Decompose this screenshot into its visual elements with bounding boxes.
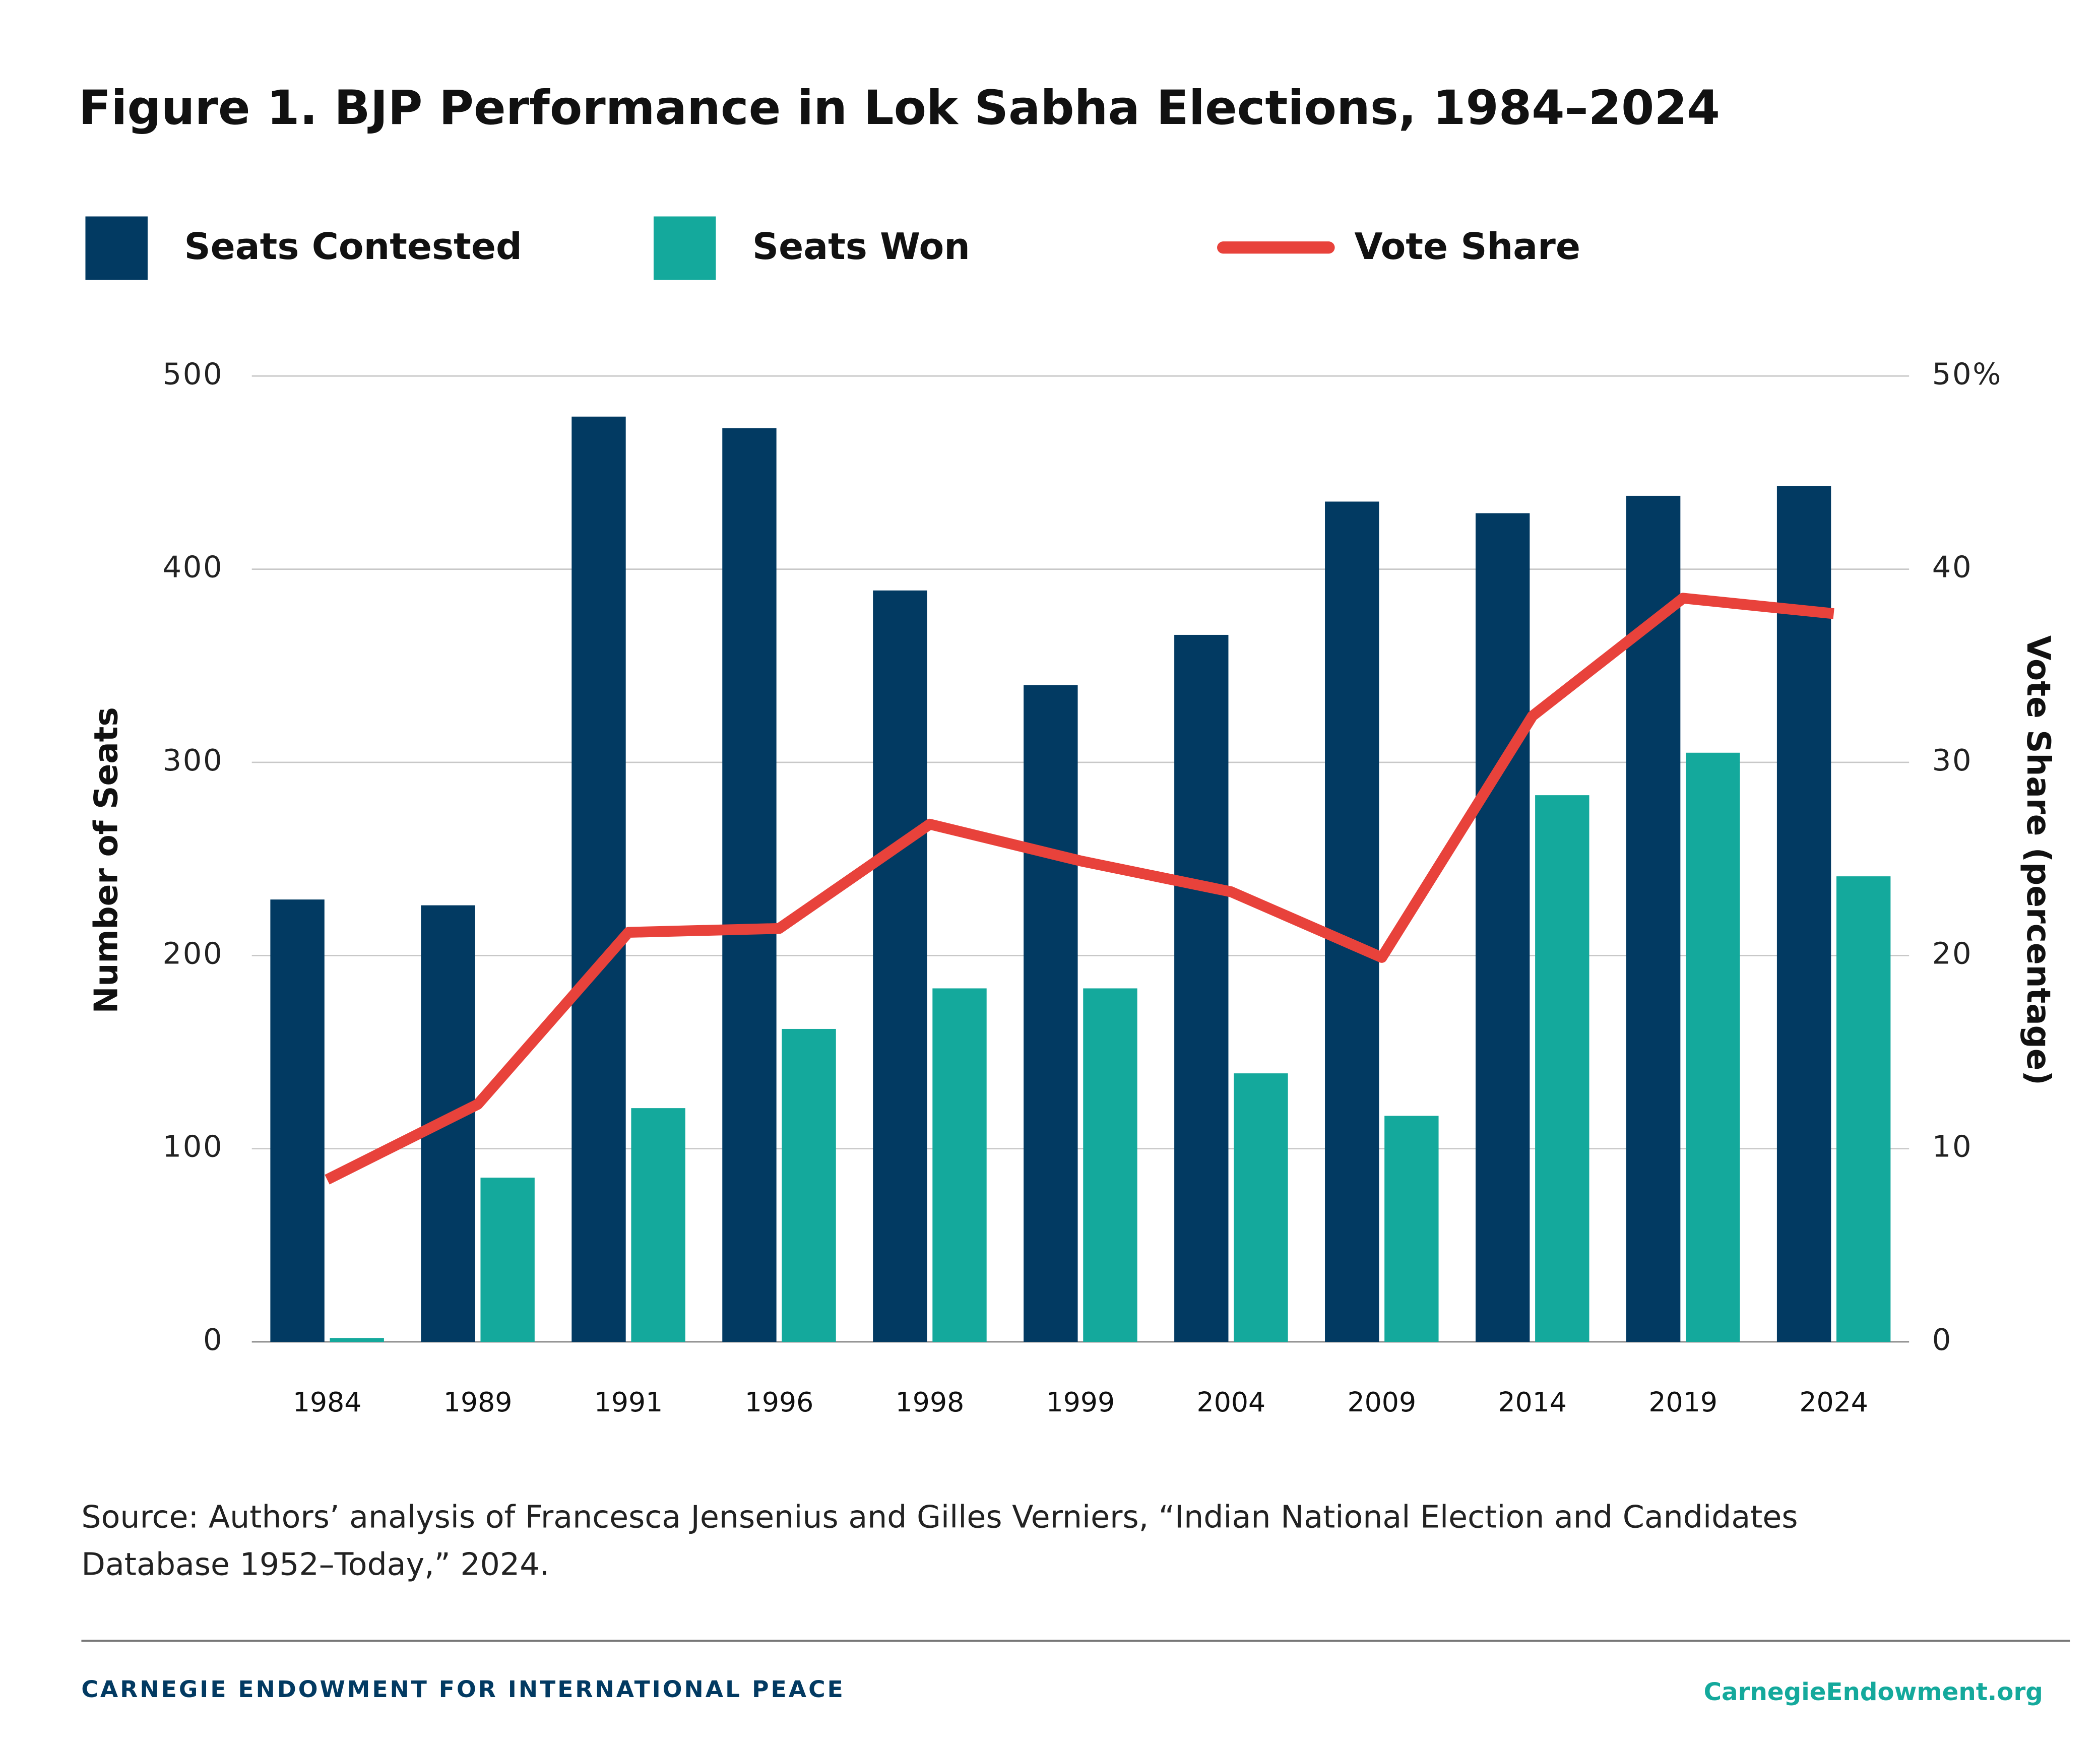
source-note: Source: Authors’ analysis of Francesca J… (81, 1499, 1798, 1583)
bar (480, 1178, 535, 1342)
y-tick-label: 300 (163, 743, 224, 778)
x-tick-label: 2014 (1498, 1386, 1567, 1418)
legend-label: Seats Won (752, 226, 970, 268)
y2-tick-label: 20 (1932, 936, 1973, 970)
y-tick-label: 200 (163, 936, 224, 970)
line-series (325, 593, 1834, 1185)
x-tick-label: 1984 (293, 1386, 362, 1418)
bar (1535, 795, 1589, 1342)
bar (1234, 1073, 1288, 1342)
bar (270, 899, 325, 1342)
y2-tick-label: 40 (1932, 550, 1973, 585)
legend-swatch (653, 216, 716, 280)
bar (1024, 685, 1078, 1342)
x-tick-label: 1991 (594, 1386, 663, 1418)
bar (1083, 988, 1137, 1342)
bar (571, 416, 626, 1342)
y-axis-title: Number of Seats (88, 707, 125, 1013)
y-tick-label: 100 (163, 1129, 224, 1164)
footer-website: CarnegieEndowment.org (1704, 1678, 2043, 1706)
x-tick-label: 1996 (745, 1386, 814, 1418)
bar (631, 1108, 685, 1342)
x-tick-label: 2004 (1197, 1386, 1266, 1418)
bar (932, 988, 987, 1342)
bar (1384, 1116, 1439, 1342)
legend-swatch (85, 216, 148, 280)
y-tick-label: 400 (163, 550, 224, 585)
bar (873, 590, 927, 1342)
bar (330, 1338, 384, 1342)
x-tick-label: 2019 (1648, 1386, 1717, 1418)
bar (722, 428, 777, 1342)
chart-title: Figure 1. BJP Performance in Lok Sabha E… (79, 81, 1720, 136)
legend-label: Seats Contested (184, 226, 522, 268)
x-tick-label: 2009 (1348, 1386, 1417, 1418)
y-tick-label: 500 (163, 356, 224, 391)
bar (1174, 634, 1229, 1342)
y2-tick-label: 10 (1932, 1129, 1973, 1164)
y2-tick-label: 30 (1932, 743, 1973, 778)
x-tick-label: 1999 (1046, 1386, 1115, 1418)
y2-tick-label: 0 (1932, 1322, 1952, 1357)
y-tick-label: 0 (203, 1322, 223, 1357)
x-tick-label: 1998 (896, 1386, 965, 1418)
bar (1776, 486, 1831, 1342)
y2-axis-title: Vote Share (percentage) (2019, 635, 2057, 1085)
bar (1476, 513, 1530, 1342)
footer-organization: CARNEGIE ENDOWMENT FOR INTERNATIONAL PEA… (81, 1676, 845, 1703)
x-tick-label: 1989 (443, 1386, 513, 1418)
y2-tick-label: 50% (1932, 356, 2002, 391)
bar (1686, 752, 1740, 1342)
bar (1836, 876, 1891, 1342)
bar (1325, 501, 1379, 1342)
legend-label: Vote Share (1355, 226, 1581, 268)
bar (782, 1028, 836, 1342)
x-tick-label: 2024 (1799, 1386, 1868, 1418)
